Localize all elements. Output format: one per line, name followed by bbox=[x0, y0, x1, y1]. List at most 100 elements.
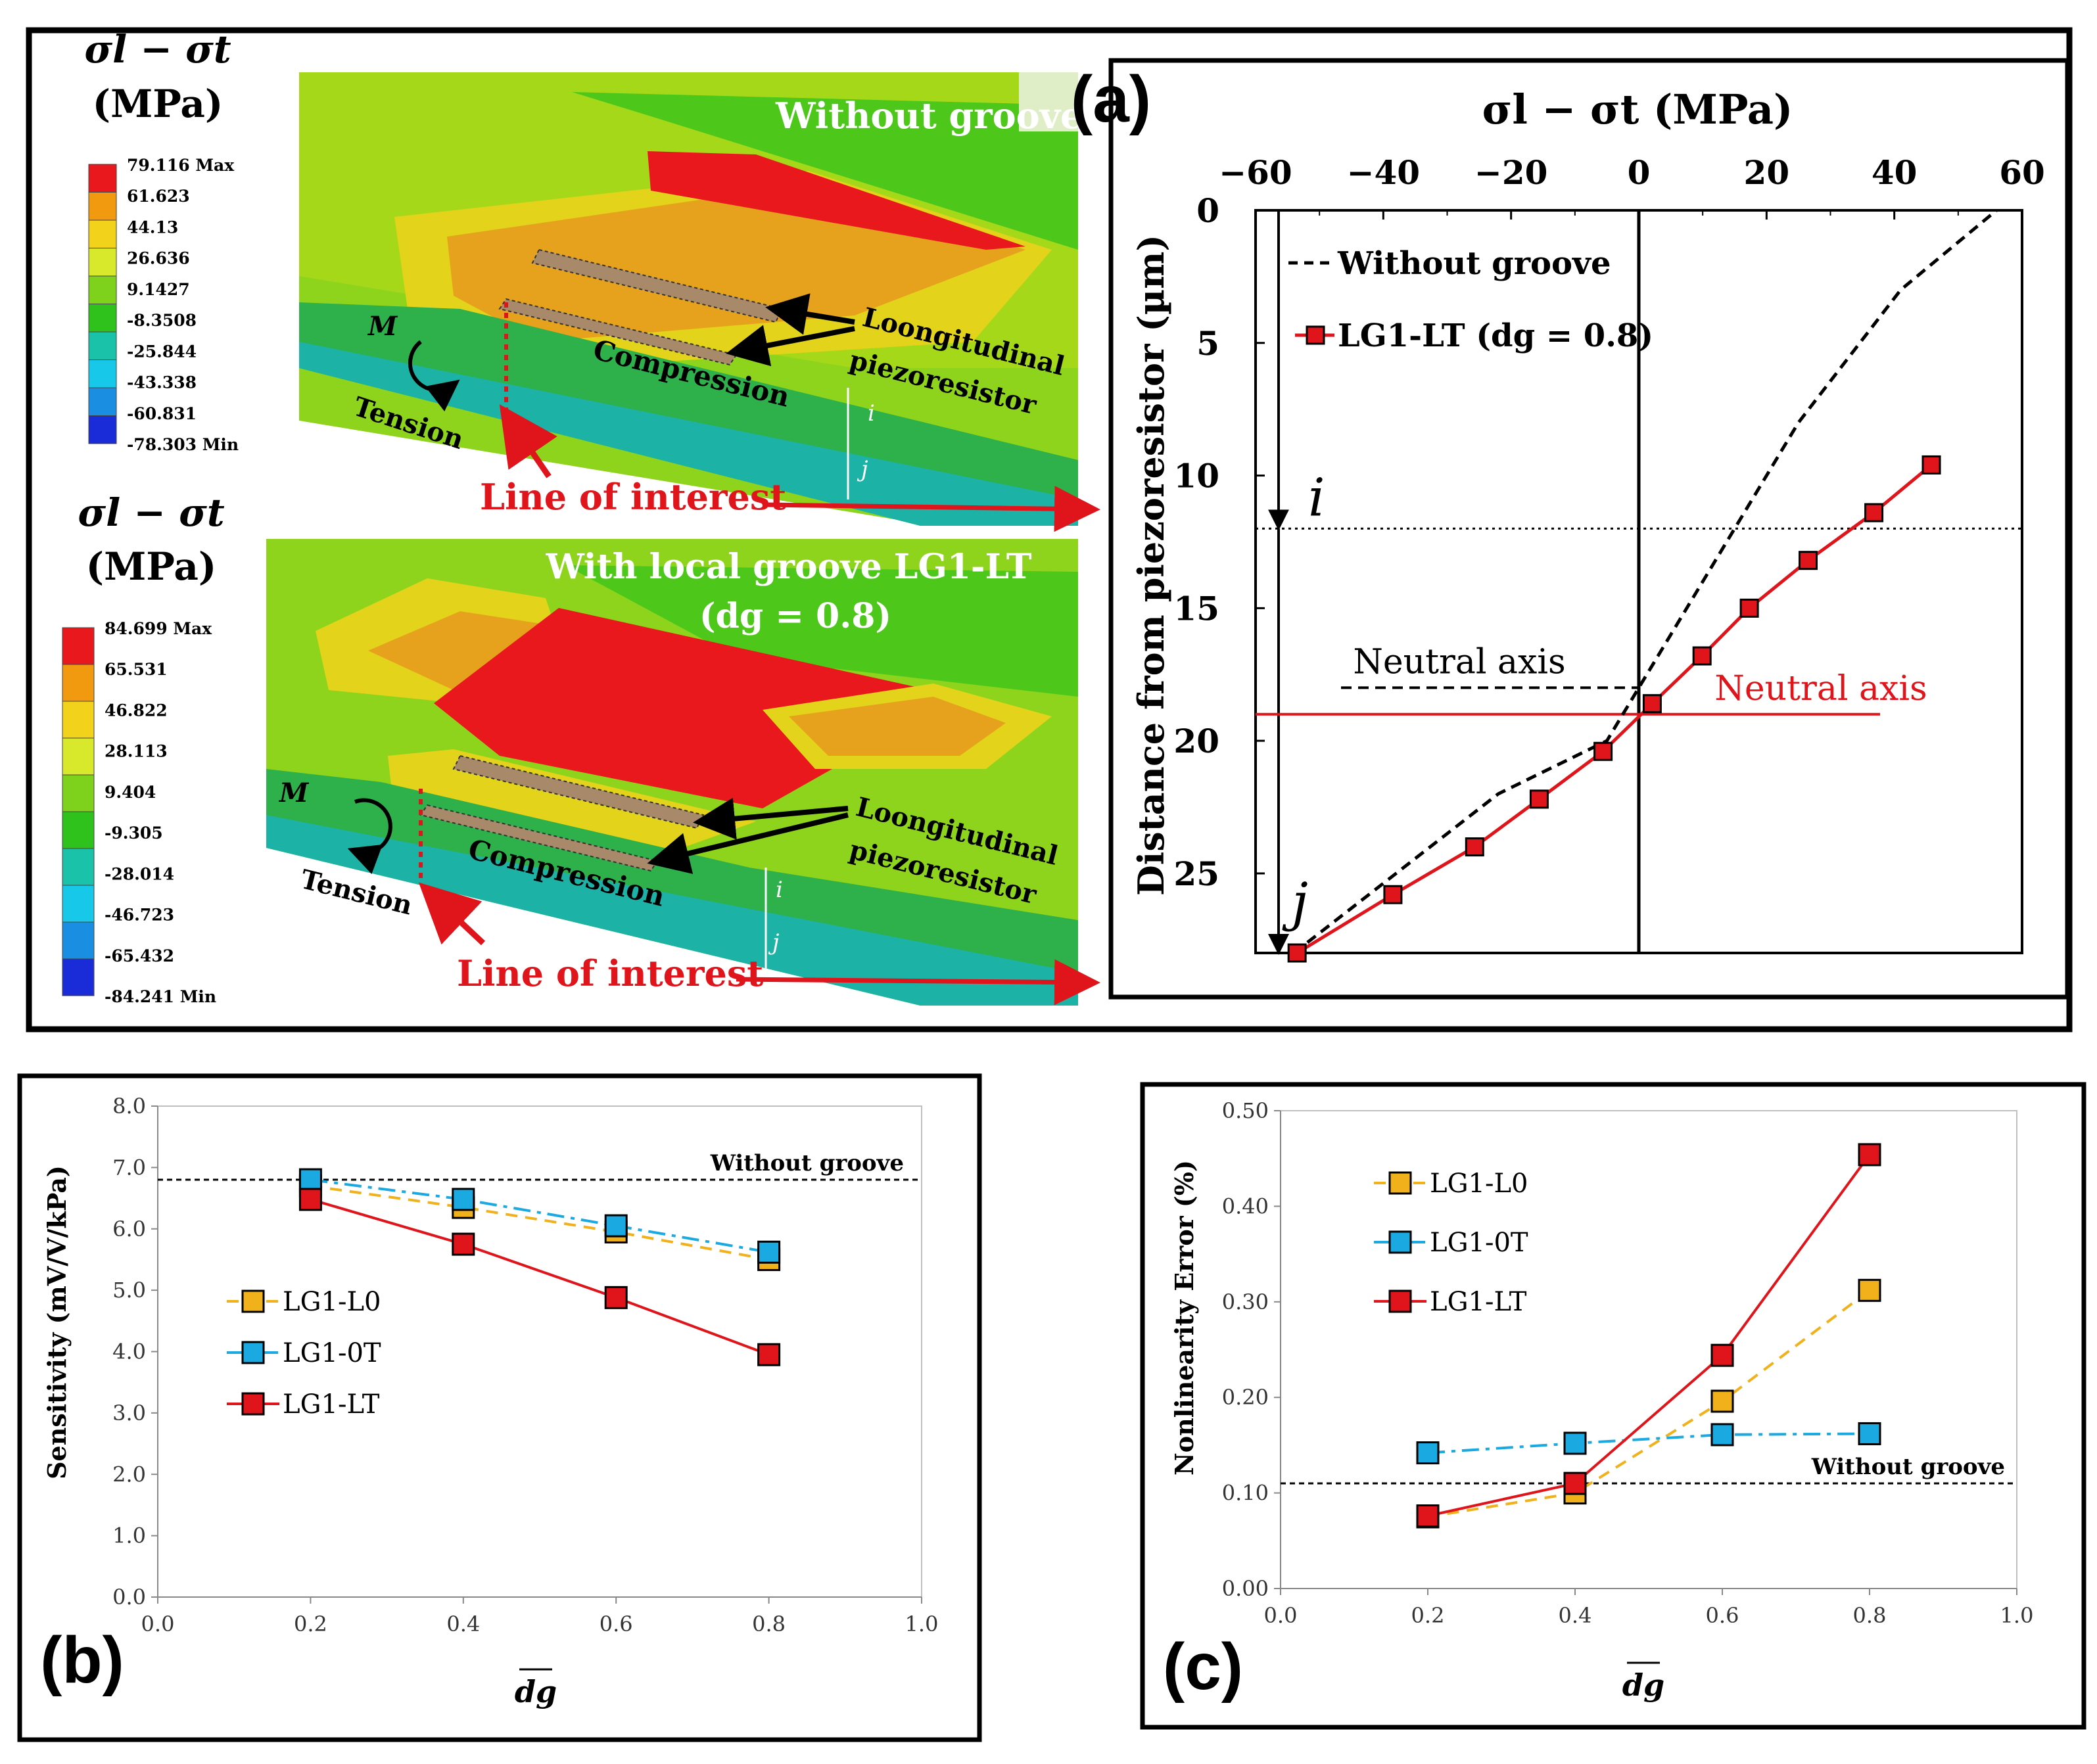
fem-top-green-region bbox=[572, 92, 1078, 250]
chart-c-xlabel-text: dg bbox=[1622, 1667, 1664, 1703]
fem-bottom-legend-swatch-2 bbox=[62, 701, 95, 739]
fem-top-legend-swatch-6 bbox=[88, 331, 117, 360]
fem-top-piezo-arrow-1 bbox=[765, 293, 855, 335]
fem-top-legend-unit: (MPa) bbox=[93, 81, 224, 126]
chart-b-ytick-label: 1.0 bbox=[112, 1523, 146, 1548]
chart-c-series-2-point bbox=[1563, 1472, 1587, 1495]
fem-bottom-legend-value-9: -84.241 Min bbox=[105, 987, 216, 1006]
panel-label-b: (b) bbox=[40, 1623, 124, 1697]
chart-c-reference-label: Without groove bbox=[1811, 1454, 2005, 1480]
chart-a-xtick-label: −40 bbox=[1347, 153, 1420, 192]
chart-b-xtick-label: 0.2 bbox=[294, 1612, 327, 1636]
chart-b-ytick-label: 7.0 bbox=[112, 1155, 146, 1180]
fem-top-legend-value-0: 79.116 Max bbox=[127, 156, 235, 175]
chart-c-ytick-label: 0.50 bbox=[1222, 1098, 1269, 1123]
chart-a-xlabel: σl − σt (MPa) bbox=[1482, 85, 1793, 133]
chart-a-series-1-point bbox=[1798, 551, 1818, 570]
fem-top-corner bbox=[1019, 72, 1078, 131]
chart-a-series-1-point bbox=[1921, 455, 1941, 475]
fem-top-legend-value-3: 26.636 bbox=[127, 249, 190, 268]
fem-top-legend-value-6: -25.844 bbox=[127, 342, 197, 361]
chart-a-ytick-label: 25 bbox=[1173, 854, 1219, 893]
chart-c-plot: 0.0 0.2 0.4 0.6 0.8 1.0 0.00 0.10 0.20 0.30 0.40 0.… bbox=[1222, 1098, 2034, 1628]
chart-c-series-0-point bbox=[1710, 1389, 1734, 1413]
fem-bottom-title: With local groove LG1-LT bbox=[545, 547, 1031, 587]
fem-bottom-legend-value-0: 84.699 Max bbox=[105, 619, 212, 638]
chart-b-ytick-label: 0.0 bbox=[112, 1585, 146, 1610]
fem-bottom-bottom-layer bbox=[266, 815, 1078, 1006]
chart-c-legend-0-marker bbox=[1388, 1171, 1412, 1195]
chart-a-series-1-point bbox=[1864, 503, 1884, 522]
chart-c-ytick-label: 0.00 bbox=[1222, 1576, 1269, 1601]
chart-b-series-2-point bbox=[452, 1232, 475, 1256]
chart-b-ylabel: Sensitivity (mV/V/kPa) bbox=[42, 1165, 72, 1479]
fem-top-legend-value-8: -60.831 bbox=[127, 404, 197, 423]
chart-a-xtick-label: 20 bbox=[1744, 153, 1790, 192]
chart-b-xtick-label: 0.8 bbox=[752, 1612, 786, 1636]
fem-bottom-legend-swatch-8 bbox=[62, 921, 95, 960]
fem-top-legend-swatch-4 bbox=[88, 275, 117, 304]
chart-b-ytick-label: 5.0 bbox=[112, 1278, 146, 1303]
fem-bottom-title-2: (dg = 0.8) bbox=[699, 596, 891, 636]
chart-b-plot: 0.0 0.2 0.4 0.6 0.8 1.0 0.0 1.0 2.0 3.0 4.0 5.0 6.0 7… bbox=[112, 1094, 938, 1636]
chart-c-ytick-label: 0.40 bbox=[1222, 1194, 1269, 1219]
fem-bottom-legend-swatch-9 bbox=[62, 958, 95, 996]
chart-c-series-2-point bbox=[1858, 1143, 1881, 1167]
chart-a-i-label: i bbox=[1308, 467, 1325, 528]
chart-a-legend-1-label: LG1-LT (dg = 0.8) bbox=[1338, 317, 1653, 354]
chart-b-series-1-point bbox=[452, 1188, 475, 1211]
chart-b-xtick-label: 0.4 bbox=[446, 1612, 480, 1636]
chart-a-ytick-label: 0 bbox=[1196, 191, 1219, 230]
fem-top-colorbar: 79.116 Max 61.623 44.13 26.636 9.1427 -8.3508… bbox=[88, 156, 239, 454]
chart-a-xtick-label: 60 bbox=[1999, 153, 2045, 192]
chart-b-legend-0-marker bbox=[241, 1289, 265, 1313]
chart-a-frame bbox=[1108, 58, 2070, 1000]
fem-top: σl − σt (MPa) 79.116 Max 61.623 44.13 26.63… bbox=[84, 27, 1100, 532]
chart-b-xlabel-text: dg bbox=[515, 1674, 557, 1709]
fem-top-legend-swatch-3 bbox=[88, 248, 117, 277]
chart-c-ytick-label: 0.10 bbox=[1222, 1481, 1269, 1506]
fem-top-legend-value-7: -43.338 bbox=[127, 373, 197, 392]
chart-a-neutral-axis-groove-label: Neutral axis bbox=[1714, 669, 1927, 708]
fem-top-bottom-layer bbox=[299, 342, 1078, 526]
fem-bottom-legend-swatch-4 bbox=[62, 774, 95, 812]
chart-b-ytick-label: 2.0 bbox=[112, 1462, 146, 1487]
fem-bottom-legend-value-5: -9.305 bbox=[105, 824, 163, 843]
fem-top-point-i: i bbox=[868, 400, 875, 427]
fem-top-legend-swatch-7 bbox=[88, 360, 117, 388]
fem-bottom-legend-swatch-6 bbox=[62, 848, 95, 886]
fem-bottom-loi-arrow bbox=[736, 959, 1100, 1006]
chart-b-xtick-label: 0.0 bbox=[141, 1612, 175, 1636]
fem-bottom-legend-title: σl − σt bbox=[78, 490, 225, 535]
chart-b-legend-1-marker bbox=[241, 1341, 265, 1364]
chart-b-ytick-label: 6.0 bbox=[112, 1217, 146, 1242]
chart-b-series-1-point bbox=[298, 1168, 322, 1192]
chart-c-series-1-point bbox=[1563, 1431, 1587, 1455]
chart-a-ytick-label: 10 bbox=[1173, 457, 1219, 496]
fem-bottom-legend-value-6: -28.014 bbox=[105, 864, 174, 883]
chart-a-series-1-point bbox=[1739, 598, 1759, 618]
fem-bottom-legend-value-4: 9.404 bbox=[105, 783, 156, 802]
fem-bottom-piezo-arrow-1 bbox=[693, 797, 849, 840]
fem-top-legend-swatch-5 bbox=[88, 304, 117, 333]
chart-a-xtick-label: −60 bbox=[1219, 153, 1292, 192]
fem-bottom-legend-value-1: 65.531 bbox=[105, 660, 168, 679]
chart-c-series-2-point bbox=[1710, 1343, 1734, 1367]
chart-a-xtick-label: 40 bbox=[1872, 153, 1918, 192]
fem-bottom-legend-swatch-1 bbox=[62, 664, 95, 702]
fem-bottom-point-i: i bbox=[776, 877, 783, 903]
chart-a-ytick-label: 15 bbox=[1173, 589, 1219, 628]
chart-c-series-1-point bbox=[1416, 1441, 1440, 1465]
fem-bottom-orange-region bbox=[789, 697, 1006, 756]
fem-bottom-loi-pointer bbox=[418, 882, 486, 946]
fem-bottom-moment-label: M bbox=[278, 778, 310, 808]
fem-top-loi-arrow bbox=[765, 486, 1100, 532]
fem-top-legend-value-4: 9.1427 bbox=[127, 280, 190, 299]
chart-b-xtick-label: 0.6 bbox=[600, 1612, 633, 1636]
fem-bottom-legend-swatch-0 bbox=[62, 627, 95, 665]
fem-top-piezo-arrow-2 bbox=[726, 325, 855, 367]
chart-b-series-1-line bbox=[310, 1178, 769, 1254]
fem-bottom-legend-swatch-7 bbox=[62, 885, 95, 923]
fem-bottom-legend-swatch-3 bbox=[62, 737, 95, 776]
